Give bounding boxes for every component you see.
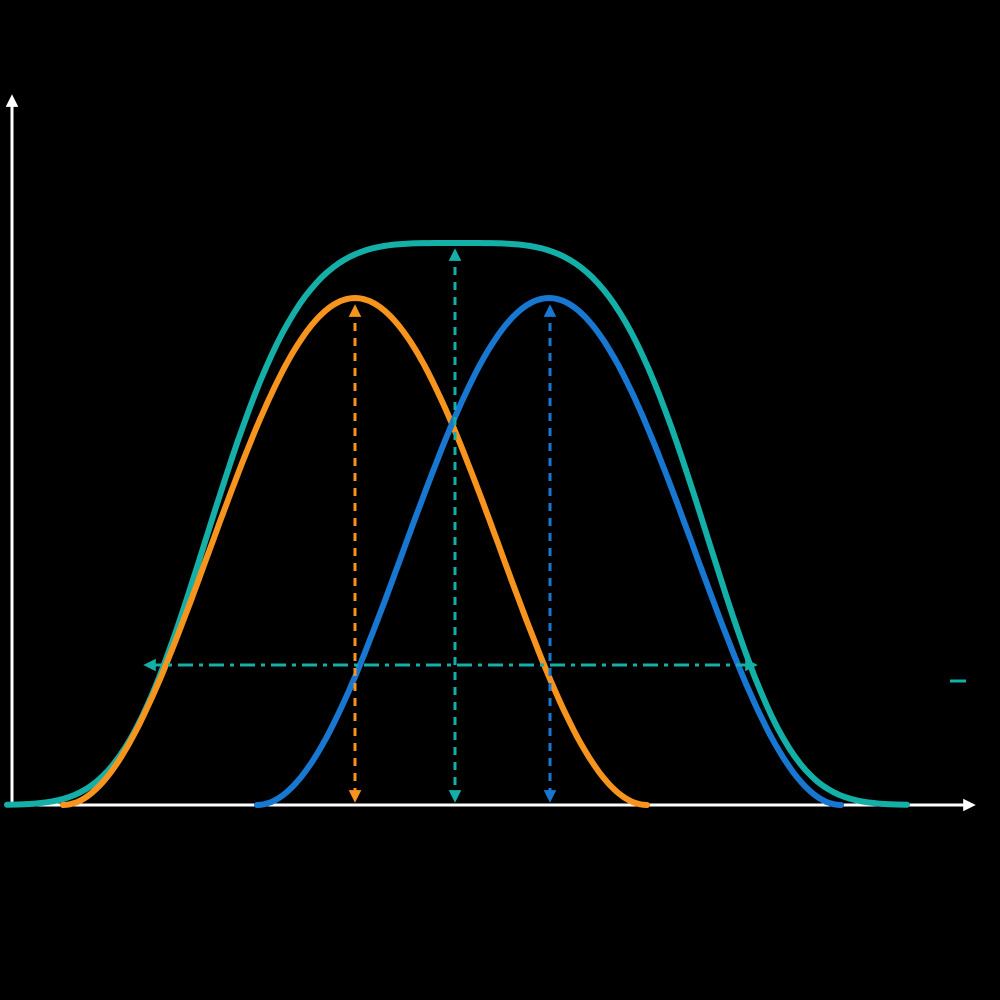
curves [4,240,910,808]
annotations [143,248,966,803]
axes [5,94,976,812]
